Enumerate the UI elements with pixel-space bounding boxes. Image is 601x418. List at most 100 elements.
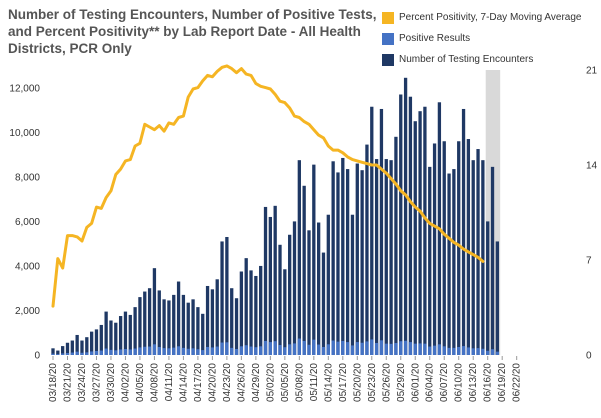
bar-testing-encounters [123, 311, 128, 355]
bar-testing-encounters [201, 313, 205, 355]
bar-testing-encounters [374, 159, 379, 355]
bar-testing-encounters [481, 160, 485, 355]
bar-testing-encounters [225, 236, 229, 355]
bar-positive-results [65, 352, 70, 355]
bar-testing-encounters [461, 108, 466, 355]
bar-testing-encounters [302, 185, 306, 355]
bar-positive-results [186, 348, 190, 355]
bar-testing-encounters [345, 169, 350, 355]
bar-testing-encounters [297, 160, 301, 355]
x-tick-label: 04/05/20 [135, 363, 146, 402]
bar-testing-encounters [75, 334, 79, 355]
bar-testing-encounters [191, 299, 195, 355]
x-tick-label: 06/07/20 [439, 363, 450, 402]
bar-positive-results [191, 348, 195, 355]
x-tick-label: 04/02/20 [120, 363, 131, 402]
bar-testing-encounters [162, 299, 166, 355]
x-tick-label: 04/20/20 [207, 363, 218, 402]
bar-positive-results [259, 346, 263, 355]
bar-positive-results [123, 348, 128, 355]
bar-positive-results [437, 344, 442, 355]
bar-testing-encounters [196, 307, 200, 355]
bar-testing-encounters [244, 258, 248, 355]
bar-testing-encounters [447, 173, 451, 355]
y2-tick-label: 7 [586, 256, 592, 267]
bar-positive-results [331, 340, 335, 355]
bar-testing-encounters [114, 322, 118, 355]
bar-positive-results [379, 340, 384, 355]
x-tick-label: 05/26/20 [381, 363, 392, 402]
bar-testing-encounters [486, 221, 490, 355]
bar-positive-results [104, 348, 108, 355]
bar-testing-encounters [138, 297, 142, 355]
legend-item-positivity: Percent Positivity, 7-Day Moving Average [382, 7, 601, 28]
y-tick-label: 2,000 [15, 306, 40, 317]
bar-positive-results [181, 347, 186, 355]
bar-positive-results [99, 350, 103, 355]
bar-positive-results [336, 341, 340, 355]
bar-testing-encounters [432, 143, 437, 355]
x-tick-label: 05/08/20 [294, 363, 305, 402]
bar-testing-encounters [249, 270, 253, 355]
x-tick-label: 05/23/20 [367, 363, 378, 402]
bar-testing-encounters [56, 350, 60, 355]
bar-testing-encounters [278, 244, 282, 355]
chart-title: Number of Testing Encounters, Number of … [8, 7, 377, 56]
bar-testing-encounters [413, 121, 417, 355]
bar-testing-encounters [336, 172, 340, 355]
bar-positive-results [263, 340, 268, 355]
x-tick-label: 04/26/20 [236, 363, 247, 402]
bar-testing-encounters [476, 149, 480, 355]
x-tick-label: 05/14/20 [323, 363, 334, 402]
bar-testing-encounters [181, 294, 186, 355]
bar-testing-encounters [341, 157, 345, 355]
x-tick-label: 06/04/20 [425, 363, 436, 402]
bar-testing-encounters [176, 281, 181, 355]
bar-positive-results [234, 348, 239, 355]
bar-positive-results [196, 349, 200, 355]
bar-positive-results [61, 353, 65, 355]
bar-positive-results [432, 345, 437, 355]
legend-item-testing-encounters: Number of Testing Encounters [382, 49, 601, 70]
bar-positive-results [461, 346, 466, 355]
bar-testing-encounters [143, 291, 147, 355]
bar-testing-encounters [118, 316, 123, 355]
bar-testing-encounters [423, 106, 427, 355]
bar-positive-results [278, 344, 282, 355]
y-tick-label: 12,000 [9, 83, 40, 94]
bar-positive-results [162, 348, 166, 355]
bar-positive-results [423, 343, 427, 355]
bar-testing-encounters [94, 329, 99, 355]
bar-positive-results [370, 339, 374, 355]
bar-positive-results [321, 346, 326, 355]
bar-positive-results [326, 344, 330, 355]
bar-positive-results [254, 347, 258, 355]
bar-positive-results [70, 352, 74, 355]
bar-positive-results [297, 338, 301, 355]
bar-testing-encounters [70, 340, 74, 355]
bar-testing-encounters [457, 141, 461, 355]
bar-positive-results [345, 342, 350, 355]
bar-testing-encounters [360, 170, 364, 355]
bar-positive-results [447, 347, 451, 355]
bar-positive-results [399, 341, 403, 355]
bar-positive-results [138, 347, 142, 355]
bar-positive-results [143, 346, 147, 355]
legend-swatch-testing-encounters [382, 53, 394, 66]
bar-positive-results [283, 347, 287, 355]
bar-testing-encounters [321, 252, 326, 355]
bar-positive-results [471, 348, 475, 355]
x-tick-label: 05/11/20 [309, 363, 320, 402]
bar-testing-encounters [283, 269, 287, 355]
legend: Percent Positivity, 7-Day Moving Average… [382, 7, 601, 70]
bar-testing-encounters [268, 216, 272, 355]
bar-positive-results [466, 347, 471, 355]
bar-testing-encounters [418, 111, 422, 355]
bar-positive-results [51, 353, 55, 355]
bar-positive-results [56, 354, 60, 355]
bar-positive-results [481, 348, 485, 355]
bar-testing-encounters [273, 205, 277, 355]
bar-positive-results [442, 346, 446, 355]
y-tick-label: 8,000 [15, 172, 40, 183]
